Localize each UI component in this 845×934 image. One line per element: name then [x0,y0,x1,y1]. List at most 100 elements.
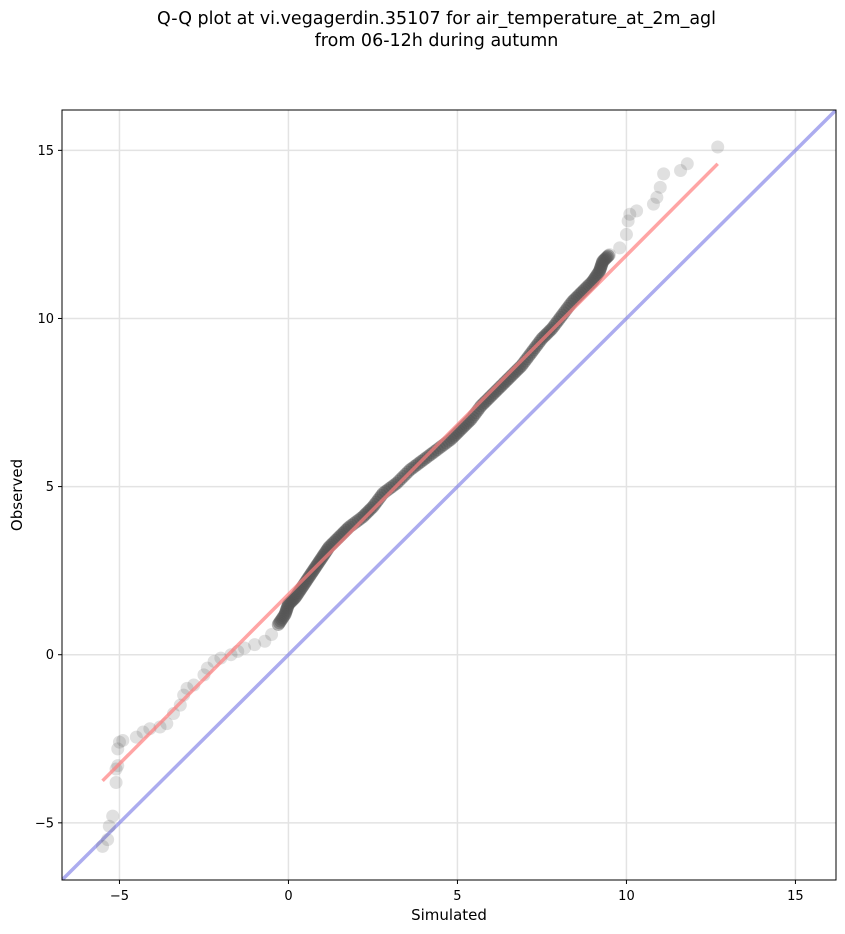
data-points [96,140,725,853]
data-point-7 [111,742,125,756]
chart-title-line-1: Q-Q plot at vi.vegagerdin.35107 for air_… [156,9,717,29]
data-point-35 [277,609,291,623]
data-point-202 [552,313,566,327]
y-tick-label-2: 5 [46,480,54,495]
data-point-49 [289,589,303,603]
x-tick-label-1: 0 [284,889,292,904]
data-point-248 [653,180,667,194]
data-point-59 [301,572,315,586]
y-tick-label-1: 0 [46,648,54,663]
data-point-41 [281,599,295,613]
reference-lines [62,110,836,880]
data-point-237 [599,251,613,265]
data-point-226 [590,268,604,282]
data-point-241 [613,241,627,255]
data-point-40 [280,601,294,615]
data-point-233 [595,256,609,270]
data-point-244 [623,207,637,221]
data-point-33 [275,612,289,626]
data-point-2 [102,819,116,833]
data-point-242 [619,227,633,241]
data-point-231 [594,259,608,273]
data-point-118 [399,467,413,481]
data-point-129 [423,448,437,462]
y-tick-label-4: 15 [37,144,54,159]
data-point-235 [597,253,611,267]
data-point-240 [603,248,617,262]
chart-title: Q-Q plot at vi.vegagerdin.35107 for air_… [0,8,845,52]
data-point-115 [392,474,406,488]
data-point-0 [96,839,110,853]
x-tick-label-4: 15 [787,889,804,904]
data-point-34 [276,611,290,625]
data-point-28 [258,634,272,648]
data-point-24 [224,648,238,662]
data-point-232 [595,258,609,272]
data-point-130 [426,446,440,460]
data-point-71 [314,552,328,566]
data-point-103 [368,498,382,512]
data-point-227 [591,266,605,280]
data-point-230 [594,261,608,275]
data-point-251 [680,157,694,171]
data-point-3 [106,809,120,823]
data-point-236 [598,252,612,266]
data-point-116 [394,472,408,486]
x-tick-label-3: 10 [618,889,635,904]
y-axis-ticks: −5 0 5 10 15 [35,144,62,831]
data-point-15 [167,707,181,721]
data-point-112 [385,480,399,494]
data-point-9 [116,733,130,747]
data-point-1 [101,833,115,847]
data-point-42 [281,597,295,611]
x-tick-label-2: 5 [453,889,461,904]
data-point-246 [646,197,660,211]
y-tick-label-0: −5 [35,816,54,831]
data-point-29 [265,628,279,642]
data-point-48 [288,591,302,605]
data-point-72 [315,550,329,564]
data-point-245 [630,204,644,218]
data-point-250 [674,164,688,178]
data-point-61 [303,569,317,583]
data-point-101 [364,501,378,515]
data-point-73 [316,549,330,563]
data-point-4 [109,775,123,789]
data-point-46 [286,593,300,607]
data-point-99 [361,505,375,519]
data-point-239 [601,249,615,263]
data-point-228 [592,264,606,278]
plot-frame [61,109,837,881]
data-point-10 [129,730,143,744]
chart-title-line-2: from 06-12h during autumn [314,31,559,51]
data-point-119 [401,465,415,479]
data-point-38 [279,604,293,618]
data-point-243 [621,214,635,228]
data-point-13 [153,720,167,734]
data-point-102 [366,500,380,514]
data-point-26 [238,641,252,655]
data-point-120 [403,463,417,477]
data-point-238 [600,250,614,264]
data-point-32 [274,614,288,628]
data-point-36 [278,607,292,621]
data-point-252 [711,140,725,154]
x-axis-ticks: −5 0 5 10 15 [110,880,804,904]
data-point-37 [279,606,293,620]
data-point-100 [363,503,377,517]
data-point-184 [521,350,535,364]
y-tick-label-3: 10 [37,312,54,327]
data-point-201 [550,315,564,329]
data-point-98 [359,506,373,520]
data-point-27 [248,638,262,652]
data-point-97 [358,508,372,522]
data-point-113 [387,478,401,492]
x-axis-label: Simulated [411,906,487,924]
data-point-95 [354,512,368,526]
data-point-229 [593,263,607,277]
data-point-225 [589,269,603,283]
identity-line [62,110,836,880]
data-point-43 [283,596,297,610]
data-point-247 [650,190,664,204]
data-point-30 [271,617,285,631]
